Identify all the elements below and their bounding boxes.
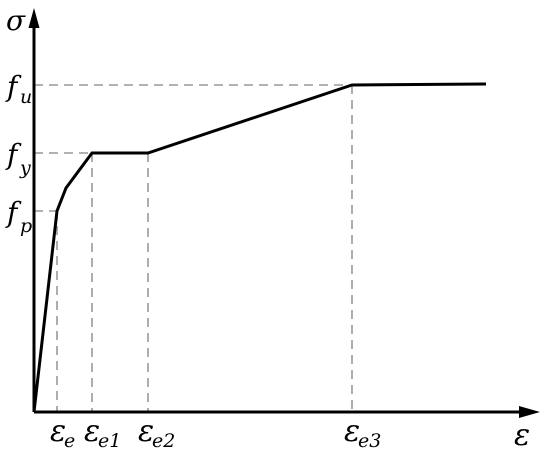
svg-text:ε: ε: [50, 414, 66, 449]
x-tick-label-ee3: ε e3: [344, 414, 381, 451]
svg-text:ε: ε: [344, 414, 360, 449]
y-axis-label: σ: [6, 4, 26, 37]
y-tick-label-fp: f p: [5, 196, 32, 237]
svg-text:e: e: [64, 430, 75, 451]
y-tick-label-fy: f y: [5, 138, 31, 179]
stress-strain-curve: [32, 82, 487, 413]
svg-text:e1: e1: [98, 430, 121, 451]
svg-text:e3: e3: [358, 430, 381, 451]
y-tick-label-fu: f u: [5, 70, 32, 108]
axes: [28, 8, 540, 418]
guide-lines: [34, 84, 353, 412]
y-axis-arrowhead: [28, 8, 40, 28]
svg-text:u: u: [20, 86, 32, 108]
x-axis-label: ε: [514, 418, 530, 451]
x-tick-label-ee: ε e: [50, 414, 75, 451]
x-tick-label-ee1: ε e1: [84, 414, 121, 451]
svg-text:ε: ε: [138, 414, 154, 449]
svg-text:p: p: [20, 215, 32, 237]
x-axis-arrowhead: [519, 406, 540, 418]
svg-text:y: y: [19, 157, 31, 179]
svg-text:ε: ε: [84, 414, 100, 449]
x-tick-label-ee2: ε e2: [138, 414, 175, 451]
svg-text:e2: e2: [152, 430, 175, 451]
